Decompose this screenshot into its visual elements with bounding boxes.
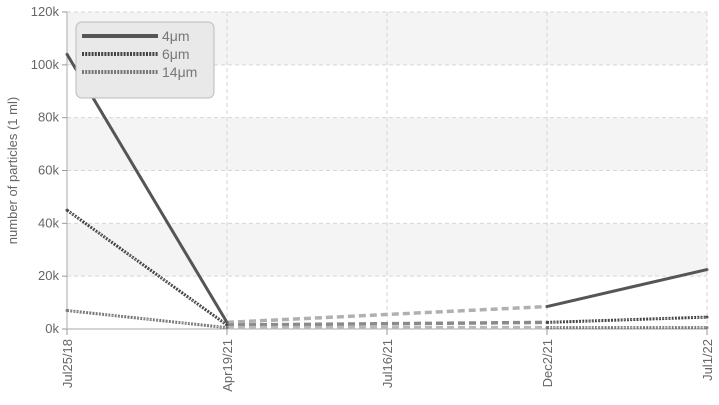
y-tick-label: 40k bbox=[38, 215, 59, 230]
y-tick-label: 0k bbox=[45, 321, 59, 336]
data-point bbox=[545, 305, 549, 309]
data-point bbox=[545, 320, 549, 324]
data-point bbox=[705, 315, 709, 319]
x-tick-label: Jul1/22 bbox=[700, 339, 715, 381]
series-segment bbox=[546, 315, 708, 324]
legend-label: 14μm bbox=[162, 64, 197, 80]
data-point bbox=[65, 309, 69, 313]
series-segment bbox=[66, 208, 228, 327]
data-point bbox=[225, 323, 229, 327]
data-point bbox=[705, 326, 709, 330]
series-segment bbox=[66, 309, 228, 330]
series-segment-texture bbox=[66, 209, 228, 326]
series-segment-texture bbox=[546, 316, 708, 323]
x-tick-label: Jul25/18 bbox=[60, 339, 75, 388]
y-tick-label: 100k bbox=[31, 57, 60, 72]
y-axis-title: number of particles (1 ml) bbox=[5, 97, 20, 244]
x-tick-label: Dec2/21 bbox=[540, 339, 555, 387]
tick-labels: 0k 20k 40k 60k 80k 100k 120k Jul25/18 Apr19/21 Ju… bbox=[31, 4, 715, 392]
series-segment bbox=[226, 304, 548, 325]
x-tick-label: Apr19/21 bbox=[220, 339, 235, 392]
legend: 4μm 6μm 14μm bbox=[75, 21, 215, 99]
series-lines bbox=[65, 52, 709, 330]
y-tick-label: 120k bbox=[31, 4, 60, 19]
legend-box bbox=[75, 21, 215, 99]
data-point bbox=[545, 326, 549, 330]
series-segment bbox=[65, 53, 229, 324]
data-point bbox=[65, 52, 69, 56]
y-tick-label: 80k bbox=[38, 110, 59, 125]
data-point bbox=[225, 326, 229, 330]
x-tick-label: Jul16/21 bbox=[380, 339, 395, 388]
y-tick-label: 20k bbox=[38, 268, 59, 283]
data-point bbox=[65, 208, 69, 212]
y-tick-label: 60k bbox=[38, 163, 59, 178]
data-point bbox=[705, 268, 709, 272]
legend-label: 6μm bbox=[162, 46, 190, 62]
legend-label: 4μm bbox=[162, 28, 190, 44]
series-segment bbox=[546, 268, 708, 309]
series-segment bbox=[226, 320, 548, 327]
